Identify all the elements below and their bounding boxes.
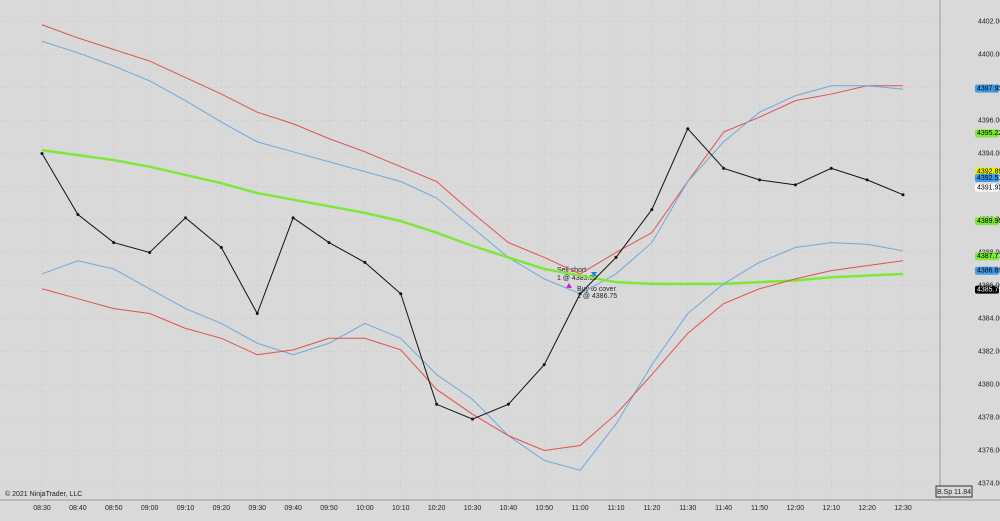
price-marker xyxy=(975,174,999,183)
price-marker xyxy=(975,84,999,93)
x-tick-label: 10:10 xyxy=(392,505,410,512)
price-marker-label: 4392.89 xyxy=(977,169,1000,176)
x-tick-label: 11:30 xyxy=(679,505,696,512)
annotation: 1 @ 4386.75 xyxy=(577,293,617,300)
x-tick-label: 09:40 xyxy=(284,505,302,512)
price-point xyxy=(76,213,80,217)
price-marker xyxy=(975,252,999,261)
price-point xyxy=(327,241,331,245)
price-marker xyxy=(975,266,999,275)
price-marker-label: 4387.77 xyxy=(977,253,1000,260)
status-box xyxy=(935,485,973,498)
x-tick-label: 08:40 xyxy=(69,505,87,512)
x-tick-label: 11:10 xyxy=(608,505,625,512)
sell-arrow xyxy=(566,283,572,288)
x-tick-label: 11:00 xyxy=(572,505,589,512)
x-tick-label: 08:50 xyxy=(105,505,123,512)
price-marker xyxy=(975,285,999,294)
price-marker-label: 4385.75 xyxy=(977,286,1000,293)
price-point xyxy=(506,402,510,406)
price-point xyxy=(148,250,152,254)
x-tick-label: 12:00 xyxy=(787,505,805,512)
price-marker-label: 4392.51 xyxy=(977,175,1000,182)
price-marker-label: 4395.22 xyxy=(977,130,1000,137)
y-tick-label: 4384.00 xyxy=(978,315,1000,322)
buy-arrow xyxy=(591,272,597,277)
x-tick-label: 09:20 xyxy=(213,505,231,512)
x-tick-label: 12:30 xyxy=(894,505,912,512)
price-point xyxy=(363,260,367,264)
x-tick-label: 10:50 xyxy=(535,505,553,512)
x-tick-label: 09:30 xyxy=(248,505,266,512)
price-point xyxy=(686,127,690,131)
series-line xyxy=(41,242,904,471)
series-line xyxy=(41,40,904,295)
x-tick-label: 12:10 xyxy=(822,505,840,512)
price-point xyxy=(901,193,905,197)
price-point xyxy=(184,216,187,220)
x-tick-label: 09:00 xyxy=(141,505,159,512)
y-tick-label: 4374.00 xyxy=(978,480,1000,487)
price-point xyxy=(578,292,582,296)
x-tick-label: 10:20 xyxy=(428,505,446,512)
price-point xyxy=(865,178,869,182)
price-marker xyxy=(975,167,999,176)
price-point xyxy=(255,312,259,316)
x-tick-label: 10:40 xyxy=(500,505,518,512)
series-line xyxy=(41,148,904,286)
price-point xyxy=(219,246,223,250)
series-line xyxy=(41,260,904,452)
copyright: © 2021 NinjaTrader, LLC xyxy=(5,490,82,498)
price-point xyxy=(112,241,116,245)
annotation: 1 @ 4383.00 xyxy=(557,275,597,282)
price-marker-label: 4397.93 xyxy=(977,85,1000,92)
x-tick-label: 11:20 xyxy=(643,505,660,512)
price-point xyxy=(435,402,439,406)
price-marker xyxy=(975,183,999,192)
annotation: Buy to cover xyxy=(577,286,617,293)
y-tick-label: 4376.00 xyxy=(978,447,1000,454)
price-point xyxy=(614,255,618,259)
price-marker-label: 4386.89 xyxy=(977,268,1000,275)
y-tick-label: 4396.00 xyxy=(978,117,1000,124)
y-tick-label: 4382.00 xyxy=(978,348,1000,355)
price-point xyxy=(722,166,726,170)
price-point xyxy=(793,183,797,187)
price-point xyxy=(758,178,761,182)
price-point xyxy=(542,363,546,367)
price-marker xyxy=(975,129,999,138)
x-tick-label: 08:30 xyxy=(33,505,51,512)
x-tick-label: 09:10 xyxy=(177,505,195,512)
y-tick-label: 4402.00 xyxy=(978,18,1000,25)
price-point xyxy=(650,208,654,212)
y-tick-label: 4394.00 xyxy=(978,150,1000,157)
price-marker-label: 4391.93 xyxy=(977,184,1000,191)
price-point xyxy=(471,417,474,421)
x-tick-label: 10:00 xyxy=(356,505,374,512)
x-tick-label: 12:20 xyxy=(858,505,876,512)
y-tick-label: 4400.00 xyxy=(978,51,1000,58)
price-point xyxy=(291,216,295,220)
series-line xyxy=(41,24,903,275)
price-point xyxy=(829,166,833,170)
y-tick-label: 4378.00 xyxy=(978,414,1000,421)
price-marker xyxy=(975,217,999,226)
price-point xyxy=(399,292,403,296)
y-tick-label: 4380.00 xyxy=(978,381,1000,388)
status: B.Sp 11.84 xyxy=(937,489,971,496)
x-tick-label: 11:50 xyxy=(751,505,768,512)
x-tick-label: 09:50 xyxy=(320,505,338,512)
price-marker-label: 4389.90 xyxy=(977,218,1000,225)
price-point xyxy=(40,151,44,155)
x-tick-label: 10:30 xyxy=(464,505,482,512)
x-tick-label: 11:40 xyxy=(715,505,732,512)
